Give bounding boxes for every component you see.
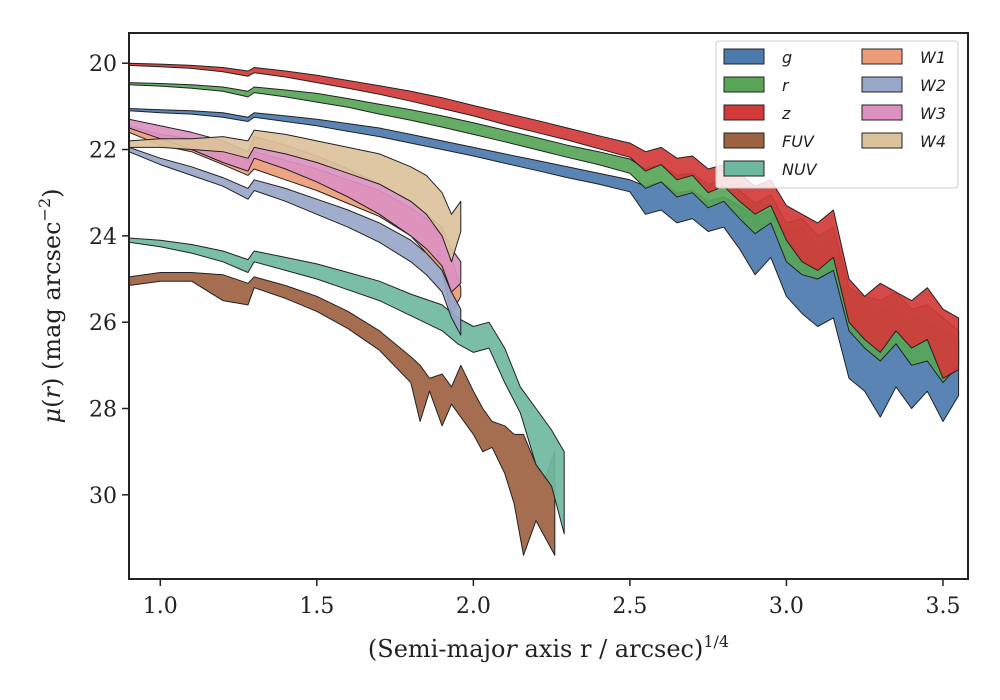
legend-label: NUV — [782, 160, 818, 179]
legend-label: g — [782, 48, 792, 67]
x-tick-label: 3.5 — [925, 594, 960, 619]
legend: grz FUV NUV W1 W2 W3 W4 — [715, 40, 959, 189]
legend-entry-z: z — [723, 104, 791, 123]
legend-label: W3 — [920, 104, 946, 123]
axes-group: 1.0 1.5 2.0 2.5 3.0 3.5 20 22 24 26 28 30 (Semi-majo… — [35, 32, 969, 663]
legend-swatch — [723, 160, 765, 177]
legend-label: W1 — [920, 48, 946, 67]
legend-swatch — [861, 132, 903, 149]
legend-entry-w4: W4 — [861, 132, 946, 151]
legend-entry-nuv: NUV — [723, 160, 818, 179]
y-tick-label: 24 — [89, 225, 117, 250]
series-band-nuv — [129, 237, 565, 535]
x-tick-label: 1.0 — [143, 594, 178, 619]
series-band-fuv — [129, 272, 556, 556]
legend-swatch — [723, 104, 765, 121]
legend-swatch — [861, 104, 903, 121]
series-band-w4 — [129, 129, 462, 263]
x-tick-label: 2.0 — [456, 594, 491, 619]
y-tick-label: 30 — [89, 484, 117, 509]
series-band-z — [129, 62, 960, 379]
legend-entry-fuv: FUV — [723, 132, 815, 151]
legend-swatch — [723, 132, 765, 149]
legend-entry-g: g — [723, 48, 792, 67]
legend-entry-w3: W3 — [861, 104, 946, 123]
legend-entry-w1: W1 — [861, 48, 946, 67]
legend-label: W4 — [920, 132, 946, 151]
y-tick-label: 28 — [89, 398, 117, 423]
x-tick-label: 3.0 — [769, 594, 804, 619]
legend-swatch — [861, 48, 903, 65]
legend-swatch — [723, 76, 765, 93]
y-axis-label: μ(r) (mag arcsec−2) — [35, 188, 66, 423]
y-tick-label: 26 — [89, 311, 117, 336]
legend-label: FUV — [782, 132, 815, 151]
y-tick-label: 20 — [89, 52, 117, 77]
x-axis-label: (Semi-major axis r / arcsec)1/4 — [368, 632, 729, 663]
y-tick-label: 22 — [89, 139, 117, 164]
legend-entry-w2: W2 — [861, 76, 946, 95]
x-tick-label: 2.5 — [612, 594, 647, 619]
x-tick-label: 1.5 — [299, 594, 334, 619]
area-series-group — [129, 62, 960, 556]
legend-label: z — [781, 104, 791, 123]
legend-label: r — [782, 76, 790, 95]
legend-swatch — [723, 48, 765, 65]
legend-entry-r: r — [723, 76, 790, 95]
plot-area — [129, 62, 960, 556]
series-band-w2 — [129, 146, 462, 336]
legend-swatch — [861, 76, 903, 93]
legend-label: W2 — [920, 76, 946, 95]
plot-frame — [128, 32, 969, 580]
